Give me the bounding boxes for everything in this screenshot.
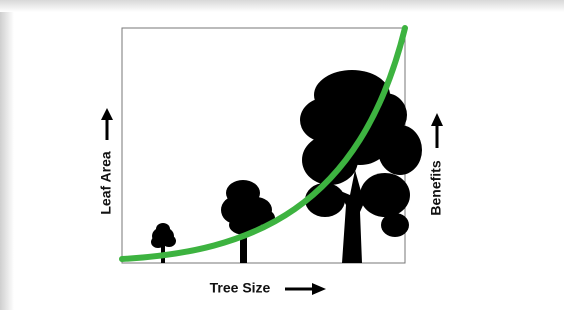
card-shadow-top (0, 0, 564, 12)
diagram: Leaf Area Benefits Tree Size (0, 0, 564, 310)
x-axis-label: Tree Size (210, 280, 271, 296)
page: Leaf Area Benefits Tree Size (() => { co… (0, 0, 564, 310)
y-axis-label: Leaf Area (98, 151, 114, 215)
card-shadow-left (0, 0, 14, 310)
y2-axis-label: Benefits (428, 160, 444, 215)
